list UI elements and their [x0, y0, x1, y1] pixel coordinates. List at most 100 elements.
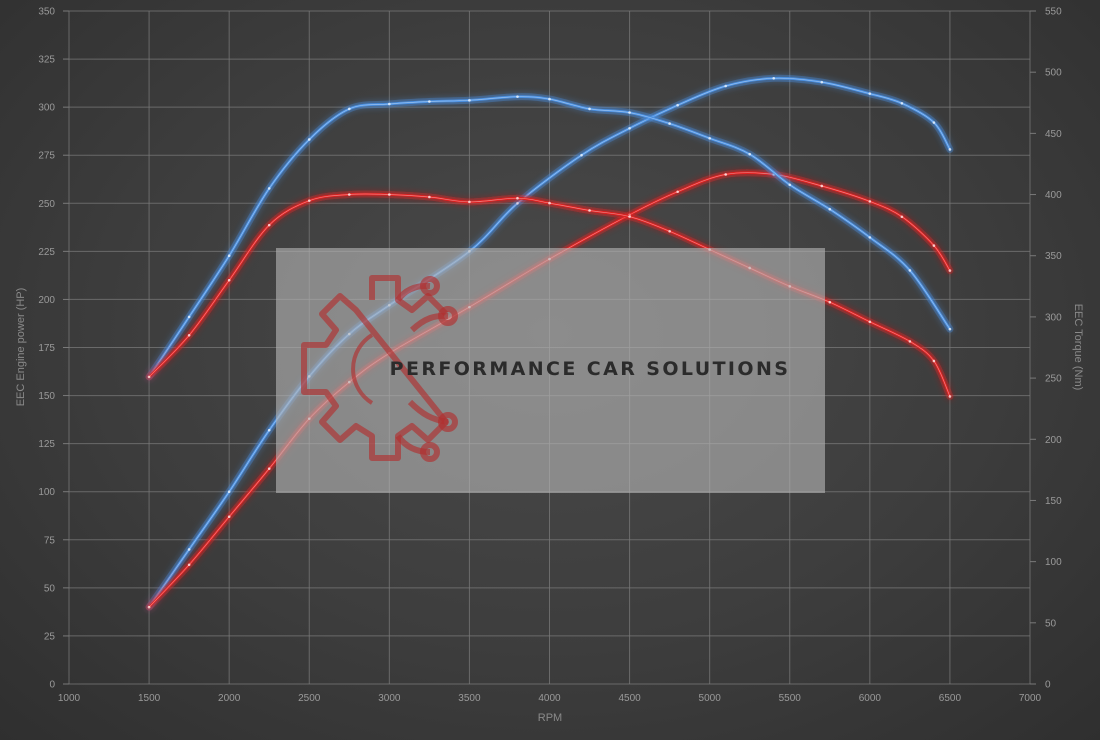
- series-line-0: [147, 76, 952, 609]
- series-point-3: [187, 333, 191, 337]
- right-y-tick-label: 350: [1045, 251, 1062, 262]
- series-point-0: [676, 103, 679, 107]
- series-point-3: [548, 201, 551, 205]
- series-point-0: [820, 80, 824, 84]
- series-point-2: [388, 102, 391, 106]
- series-point-2: [307, 138, 311, 141]
- series-point-1: [187, 563, 191, 567]
- series-point-1: [676, 190, 679, 194]
- series-point-3: [908, 340, 912, 343]
- right-y-tick-label: 50: [1045, 618, 1057, 629]
- series-point-1: [948, 269, 952, 272]
- series-point-1: [147, 605, 151, 609]
- left-y-tick-label: 275: [38, 151, 55, 162]
- series-point-2: [908, 269, 912, 272]
- left-y-tick-label: 150: [38, 391, 55, 402]
- watermark-text: PERFORMANCE CAR SOLUTIONS: [390, 358, 791, 380]
- right-y-axis-title: EEC Torque (Nm): [1072, 304, 1084, 391]
- x-tick-label: 6000: [859, 693, 882, 704]
- x-tick-label: 4000: [538, 693, 561, 704]
- x-tick-label: 4500: [618, 693, 641, 704]
- series-point-2: [588, 107, 591, 111]
- series-point-3: [828, 300, 832, 304]
- left-y-tick-label: 350: [38, 7, 55, 18]
- series-point-2: [516, 95, 519, 98]
- series-point-1: [820, 184, 824, 188]
- series-point-3: [588, 209, 591, 212]
- series-point-2: [347, 107, 351, 111]
- series-point-0: [580, 153, 583, 157]
- gear-circuit-logo-icon: [301, 275, 458, 462]
- series-point-3: [516, 196, 519, 200]
- x-tick-label: 5000: [699, 693, 722, 704]
- series-point-0: [227, 490, 231, 494]
- series-point-0: [724, 84, 727, 88]
- right-y-tick-label: 100: [1045, 557, 1062, 568]
- series-point-1: [932, 244, 936, 247]
- series-point-0: [900, 101, 904, 105]
- series-point-0: [267, 428, 271, 432]
- right-y-tick-label: 550: [1045, 7, 1062, 18]
- left-y-tick-label: 300: [38, 103, 55, 114]
- watermark-panel: [276, 248, 825, 493]
- series-point-3: [347, 193, 351, 196]
- right-y-tick-label: 200: [1045, 435, 1062, 446]
- x-tick-label: 7000: [1019, 693, 1042, 704]
- series-point-3: [948, 395, 952, 398]
- x-tick-label: 2000: [218, 693, 241, 704]
- right-y-tick-label: 300: [1045, 312, 1062, 323]
- left-y-tick-label: 25: [44, 631, 56, 642]
- series-point-3: [307, 199, 311, 202]
- left-y-axis-ticks: 0 25 50 75 100 125 150 175 200 225 250 275 300 325 350: [38, 7, 69, 691]
- x-tick-label: 1500: [138, 693, 161, 704]
- chart-series: [145, 74, 954, 611]
- x-tick-label: 2500: [298, 693, 321, 704]
- series-point-1: [227, 515, 231, 519]
- left-y-tick-label: 225: [38, 247, 55, 258]
- series-point-3: [388, 193, 391, 196]
- right-y-tick-label: 400: [1045, 190, 1062, 201]
- left-y-tick-label: 75: [44, 535, 56, 546]
- x-axis-ticks: 1000 1500 2000 2500 3000 3500 4000 4500 5000 5500…: [58, 693, 1042, 704]
- series-point-2: [868, 236, 872, 239]
- series-line-3: [147, 192, 952, 398]
- series-point-2: [187, 315, 191, 319]
- series-point-1: [900, 215, 904, 219]
- x-tick-label: 1000: [58, 693, 81, 704]
- watermark: PERFORMANCE CAR SOLUTIONS: [276, 248, 825, 493]
- left-y-axis-title: EEC Engine power (HP): [15, 288, 27, 407]
- series-point-2: [828, 207, 832, 211]
- left-y-tick-label: 0: [49, 680, 55, 691]
- x-axis-title: RPM: [538, 712, 562, 724]
- series-highlight-3: [148, 193, 951, 397]
- x-tick-label: 3500: [458, 693, 481, 704]
- series-point-3: [628, 215, 631, 218]
- left-y-tick-label: 250: [38, 199, 55, 210]
- series-point-2: [948, 327, 952, 331]
- left-y-tick-label: 125: [38, 439, 55, 450]
- series-point-0: [868, 92, 872, 95]
- series-point-2: [708, 136, 711, 140]
- left-y-tick-label: 200: [38, 295, 55, 306]
- series-point-3: [932, 359, 936, 363]
- series-point-0: [932, 121, 936, 124]
- series-point-0: [628, 126, 631, 130]
- series-point-2: [628, 111, 631, 114]
- x-tick-label: 6500: [939, 693, 962, 704]
- series-point-3: [468, 200, 471, 204]
- series-point-3: [668, 229, 671, 233]
- right-y-axis-ticks: 0 50 100 150 200 250 300 350 400 450 500 550: [1030, 7, 1062, 691]
- left-y-tick-label: 325: [38, 55, 55, 66]
- series-point-0: [948, 148, 952, 151]
- series-point-1: [724, 173, 727, 176]
- left-y-tick-label: 50: [44, 583, 56, 594]
- right-y-tick-label: 250: [1045, 374, 1062, 385]
- series-point-2: [468, 99, 471, 102]
- series-point-3: [147, 375, 151, 379]
- series-point-3: [868, 320, 872, 324]
- right-y-tick-label: 0: [1045, 680, 1051, 691]
- right-y-tick-label: 500: [1045, 68, 1062, 79]
- x-tick-label: 3000: [378, 693, 401, 704]
- series-point-2: [267, 187, 271, 190]
